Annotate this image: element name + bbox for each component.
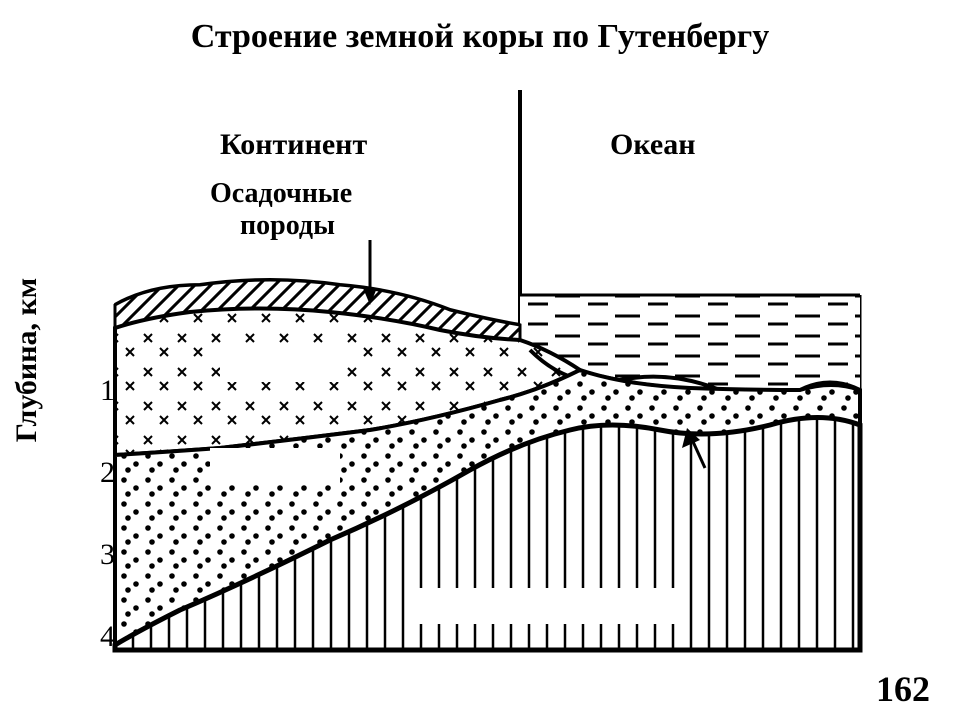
cross-section-svg	[70, 90, 890, 670]
y-axis-label: Глубина, км	[10, 160, 50, 560]
diagram-title: Строение земной коры по Гутенбергу	[0, 18, 960, 56]
page-number: 162	[876, 668, 930, 710]
